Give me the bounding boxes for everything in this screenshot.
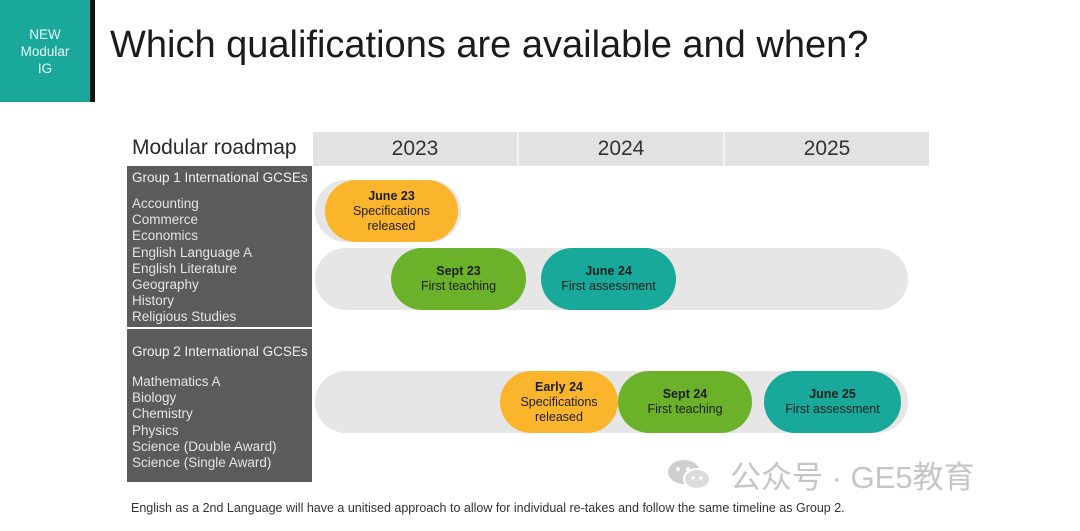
year-header-row: 2023 2024 2025 [313,132,929,166]
g2-spec-release-pill: Early 24 Specifications released [500,371,618,433]
g1-first-teaching-pill: Sept 23 First teaching [391,248,526,310]
milestone-text: Specifications released [352,203,431,233]
milestone-text: First teaching [420,279,497,293]
subject-item: Science (Double Award) [132,438,277,454]
group-1-panel: Group 1 International GCSEs Accounting C… [127,166,312,327]
group-2-panel: Group 2 International GCSEs Mathematics … [127,329,312,482]
footnote: English as a 2nd Language will have a un… [131,501,845,515]
year-2024: 2024 [597,137,645,160]
watermark-text: 公众号 · GE5教育 [730,460,975,495]
subject-item: Science (Single Award) [132,455,272,471]
page-title: Which qualifications are available and w… [110,24,869,66]
milestone-date: June 24 [585,264,632,278]
subject-item: Chemistry [132,406,193,422]
badge-line-1: NEW [29,26,61,42]
subject-item: Physics [132,422,179,438]
wechat-icon [666,458,714,492]
g1-first-assessment-pill: June 24 First assessment [541,248,676,310]
milestone-text: First assessment [785,402,880,416]
milestone-text: First assessment [561,279,656,293]
roadmap-label: Modular roadmap [132,136,297,159]
group-1-title: Group 1 International GCSEs [132,170,308,185]
milestone-date: Sept 23 [436,264,481,278]
milestone-date: June 25 [809,387,856,401]
badge-line-2: Modular [20,43,70,59]
milestone-text: Specifications released [520,394,598,424]
subject-item: Economics [132,228,199,244]
subject-item: Mathematics A [132,374,221,389]
year-divider [723,132,725,166]
year-divider [517,132,519,166]
subject-item: Geography [132,277,199,293]
group-2-title: Group 2 International GCSEs [132,344,308,359]
new-modular-ig-badge: NEW Modular IG [0,0,90,102]
wechat-watermark: 公众号 · GE5教育 [666,452,975,497]
subject-item: History [132,293,175,309]
milestone-date: Sept 24 [662,387,708,401]
milestone-text: First teaching [647,402,723,416]
subject-item: English Literature [132,260,238,276]
subject-item: English Language A [132,244,253,260]
subject-item: Religious Studies [132,309,237,325]
milestone-date: June 23 [368,188,415,203]
g2-first-teaching-pill: Sept 24 First teaching [618,371,752,433]
g2-first-assessment-pill: June 25 First assessment [764,371,901,433]
subject-item: Biology [132,390,177,406]
g1-spec-release-pill: June 23 Specifications released [325,180,458,242]
subject-item: Commerce [132,212,199,228]
year-2025: 2025 [803,137,851,160]
badge-line-3: IG [37,60,53,76]
milestone-date: Early 24 [535,379,583,394]
subject-item: Accounting [132,196,199,211]
year-2023: 2023 [391,137,439,160]
badge-divider [90,0,95,102]
